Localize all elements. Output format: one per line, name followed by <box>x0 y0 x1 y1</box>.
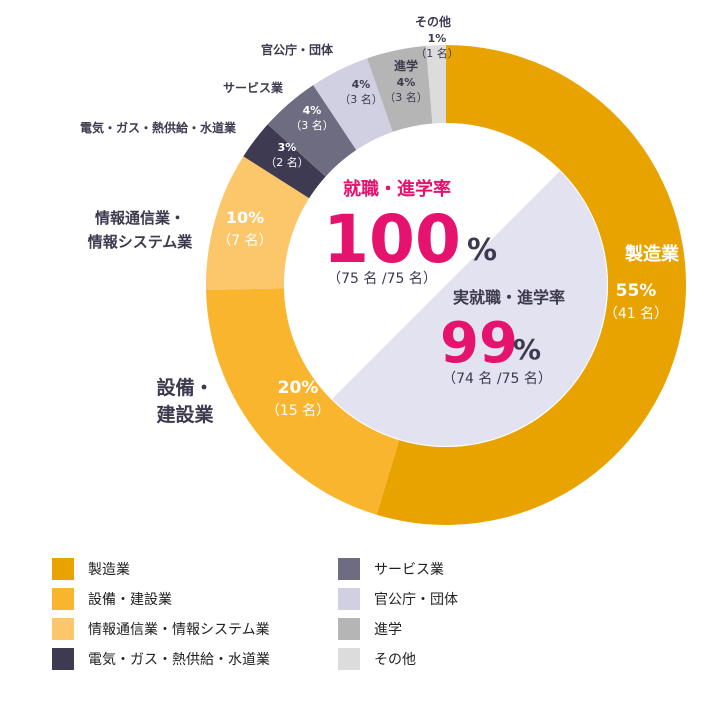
label-manufacturing: 製造業 <box>624 243 680 265</box>
legend-item: 設備・建設業 <box>52 588 172 610</box>
legend-item: 進学 <box>338 618 402 640</box>
legend-label: 製造業 <box>88 562 130 578</box>
legend-item: その他 <box>338 648 416 670</box>
donut-slices <box>206 45 687 525</box>
slice-count-2: （7 名） <box>217 233 272 249</box>
legend-label: その他 <box>374 652 416 668</box>
rate2-value: 99 <box>440 311 518 376</box>
slice-count-1: （15 名） <box>266 403 330 419</box>
slice-percent-5: 4% <box>352 78 371 91</box>
slice-count-7: （1 名） <box>415 46 459 60</box>
legend-swatch <box>338 558 360 580</box>
slice-percent-4: 4% <box>303 104 322 117</box>
legend-label: サービス業 <box>374 562 444 578</box>
label-info-2: 情報システム業 <box>88 233 194 251</box>
rate1-detail: （75 名 /75 名） <box>327 271 437 287</box>
rate1-title: 就職・進学率 <box>343 178 451 200</box>
slice-3 <box>243 124 326 199</box>
legend: 製造業設備・建設業情報通信業・情報システム業 電気・ガス・熱供給・水道業 サービス業… <box>52 558 672 678</box>
slice-count-6: （3 名） <box>384 90 428 104</box>
legend-swatch <box>52 648 74 670</box>
legend-swatch <box>338 648 360 670</box>
rate1-value: 100 <box>323 201 461 278</box>
legend-item: サービス業 <box>338 558 444 580</box>
slice-1 <box>206 288 400 515</box>
legend-item: 電気・ガス・熱供給・水道業 <box>52 648 270 670</box>
slice-labels: 55%（41 名）20%（15 名）10%（7 名）3%（2 名）4%（3 名）… <box>217 32 668 419</box>
legend-label: 設備・建設業 <box>88 592 172 608</box>
label-info-1: 情報通信業・ <box>95 209 185 227</box>
legend-swatch <box>338 618 360 640</box>
label-construction-2: 建設業 <box>156 403 214 426</box>
slice-percent-1: 20% <box>278 378 319 398</box>
donut-chart: 55%（41 名）20%（15 名）10%（7 名）3%（2 名）4%（3 名）… <box>80 14 687 525</box>
slice-percent-2: 10% <box>226 208 264 227</box>
label-utilities: 電気・ガス・熱供給・水道業 <box>80 120 237 135</box>
rate2-unit: % <box>513 333 541 366</box>
legend-label: 情報通信業・情報システム業 <box>88 622 270 638</box>
legend-swatch <box>52 588 74 610</box>
rate2-title: 実就職・進学率 <box>453 288 565 307</box>
legend-label: 進学 <box>374 622 402 638</box>
slice-count-5: （3 名） <box>339 92 383 106</box>
legend-label: 官公庁・団体 <box>374 592 458 608</box>
legend-item: 製造業 <box>52 558 130 580</box>
legend-swatch <box>52 558 74 580</box>
slice-count-4: （3 名） <box>290 118 334 132</box>
rate1-unit: % <box>467 233 497 268</box>
inner-half-fill <box>332 171 607 446</box>
label-other: その他 <box>415 14 451 29</box>
slice-percent-3: 3% <box>278 141 297 154</box>
slice-percent-0: 55% <box>616 281 657 301</box>
legend-item: 情報通信業・情報システム業 <box>52 618 270 640</box>
slice-0 <box>376 45 687 525</box>
label-government: 官公庁・団体 <box>261 42 334 57</box>
center-stats: 就職・進学率 100 % （75 名 /75 名） 実就職・進学率 99 % （… <box>323 178 565 387</box>
legend-label: 電気・ガス・熱供給・水道業 <box>88 652 270 668</box>
slice-count-0: （41 名） <box>604 306 668 322</box>
slice-count-3: （2 名） <box>265 155 309 169</box>
legend-item: 官公庁・団体 <box>338 588 458 610</box>
label-services: サービス業 <box>223 80 284 95</box>
label-construction-1: 設備・ <box>156 376 213 399</box>
rate2-detail: （74 名 /75 名） <box>442 371 552 387</box>
slice-2 <box>206 156 310 291</box>
slice-7 <box>425 45 446 124</box>
legend-swatch <box>52 618 74 640</box>
legend-swatch <box>338 588 360 610</box>
slice-percent-7: 1% <box>428 32 447 45</box>
slice-6 <box>367 45 433 133</box>
slice-5 <box>313 58 393 151</box>
slice-percent-6: 4% <box>397 76 416 89</box>
slice-4 <box>267 85 357 177</box>
label-further-study: 進学 <box>394 58 418 73</box>
outer-labels: 製造業 設備・ 建設業 情報通信業・ 情報システム業 電気・ガス・熱供給・水道業… <box>80 14 680 426</box>
